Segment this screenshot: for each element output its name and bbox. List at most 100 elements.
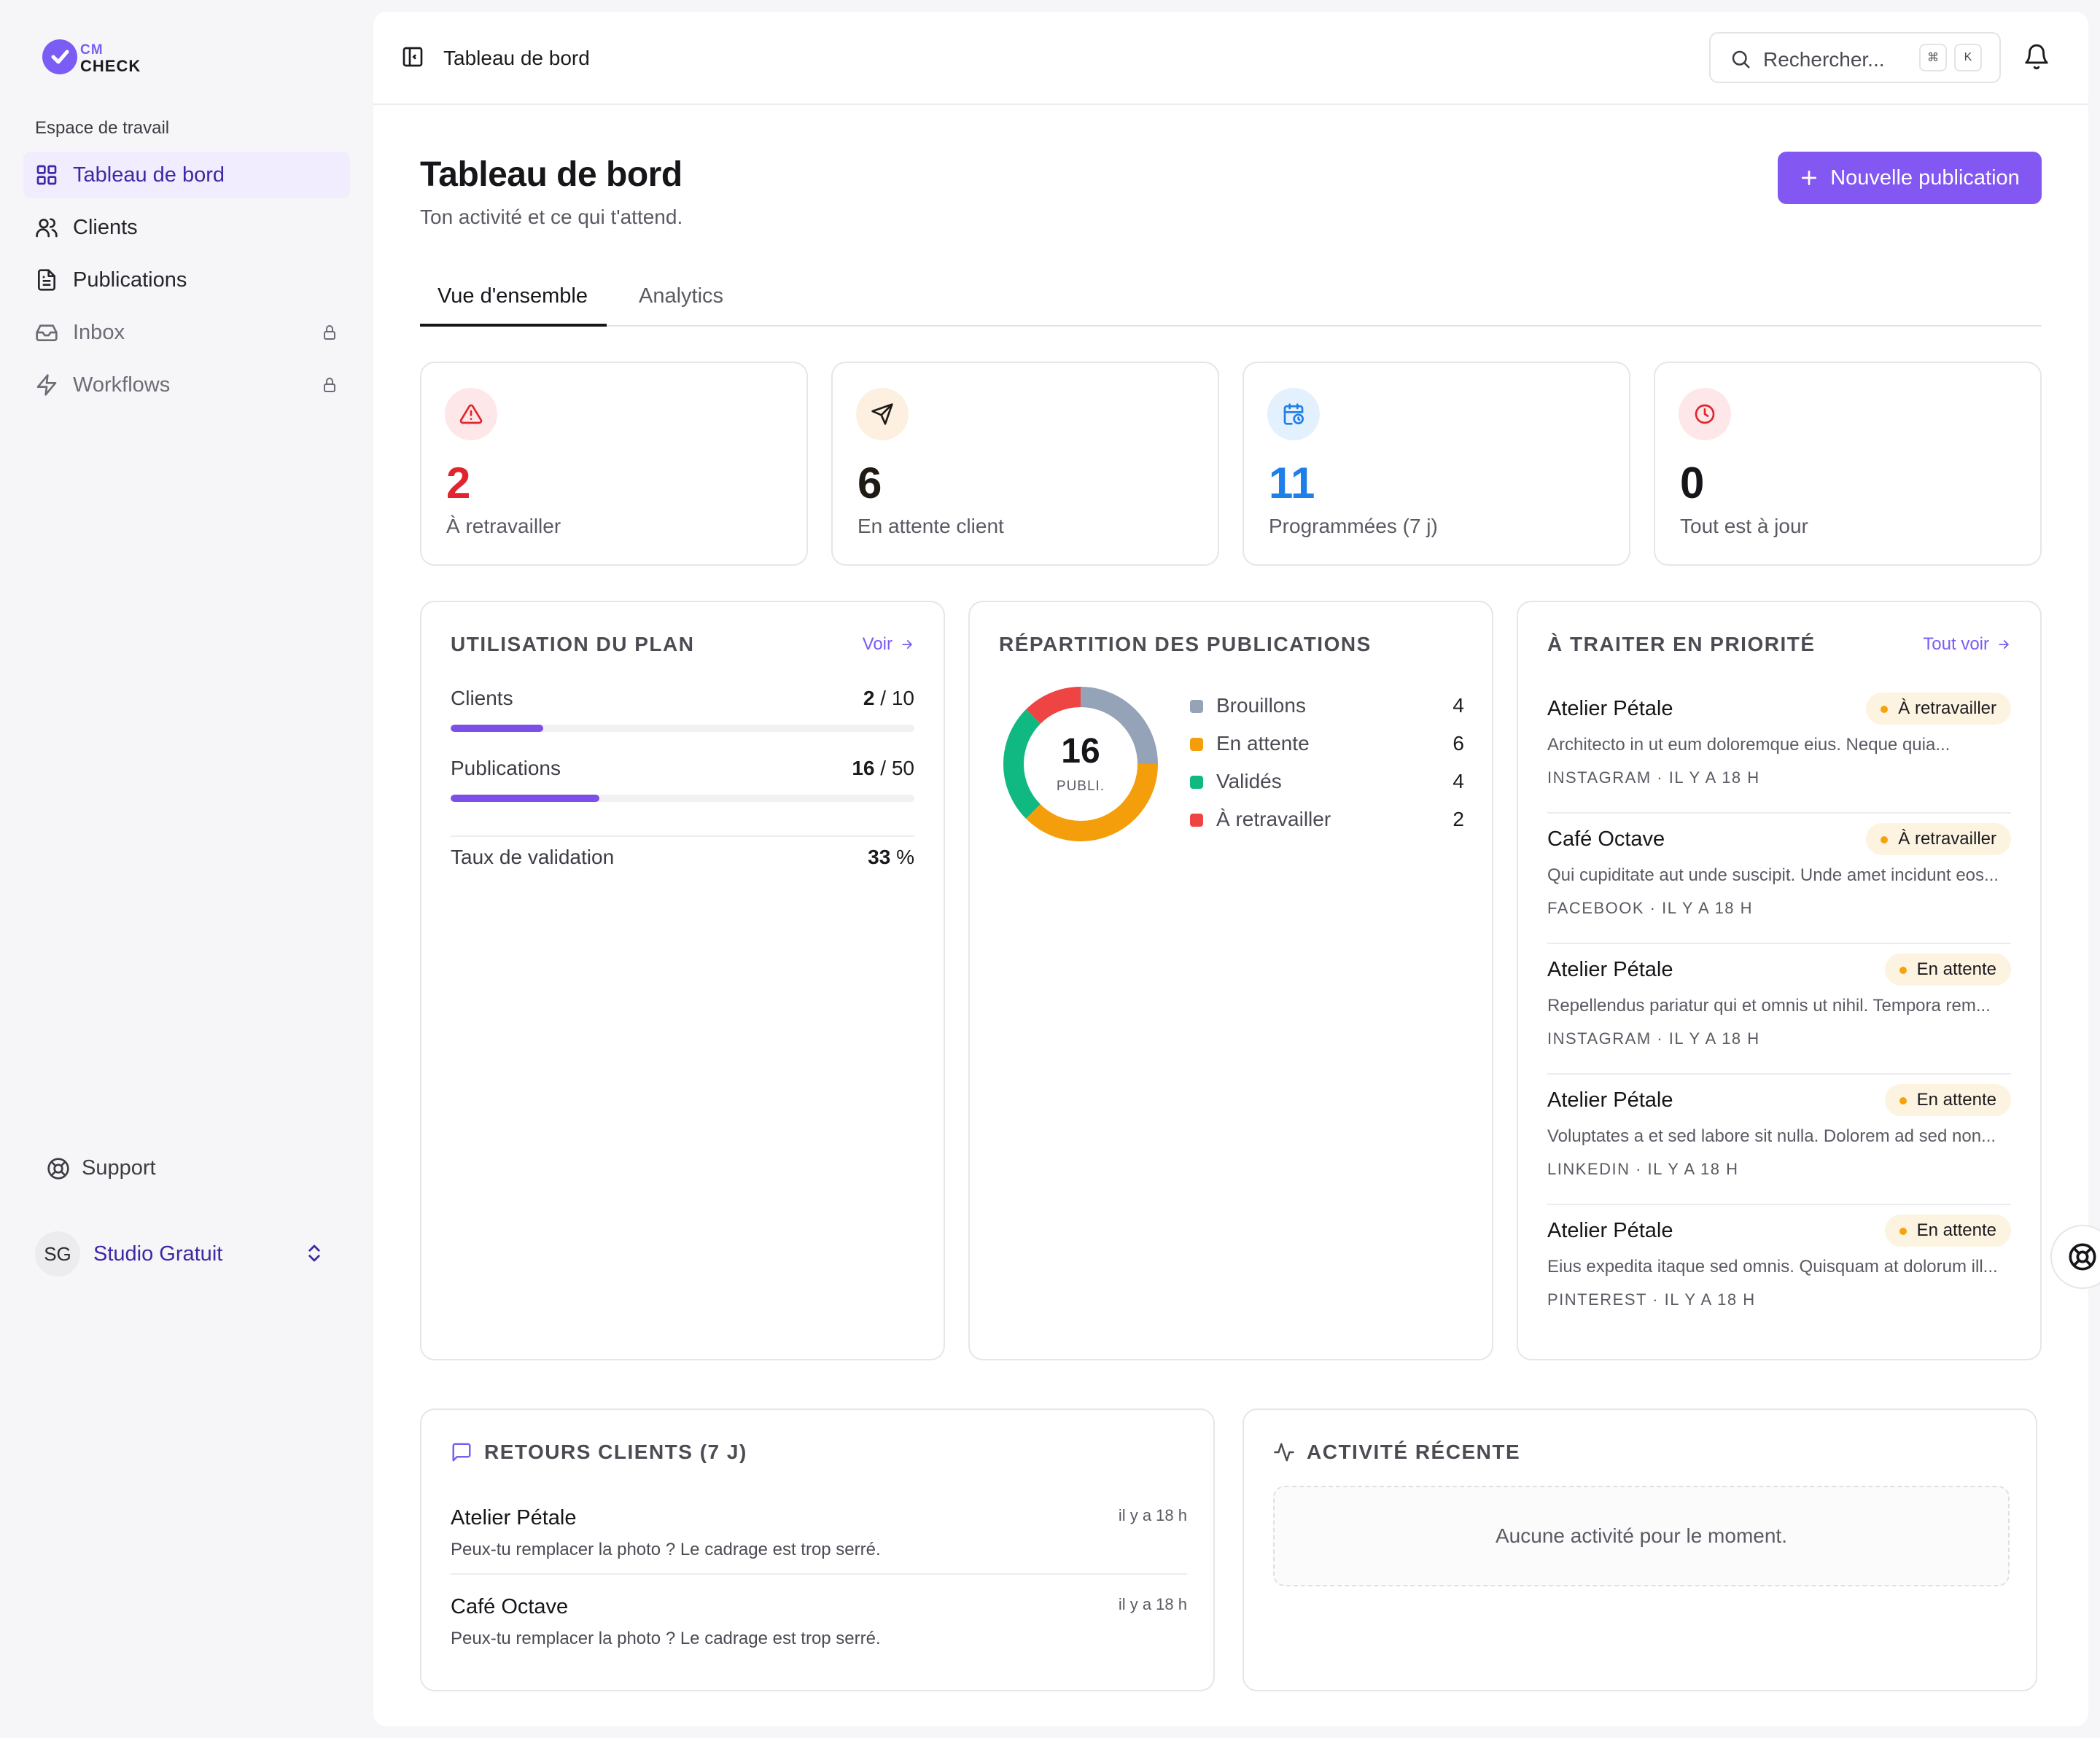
link-label: Tout voir [1923, 634, 1989, 654]
sidebar-item-label: Tableau de bord [73, 163, 225, 187]
priority-description: Eius expedita itaque sed omnis. Quisquam… [1547, 1257, 1998, 1277]
workspace-label: Espace de travail [35, 118, 170, 138]
legend-item: Validés 4 [1190, 768, 1464, 798]
legend-label: Validés [1216, 770, 1282, 792]
feedback-time: il y a 18 h [1118, 1595, 1187, 1613]
brand-top: CM [80, 42, 104, 58]
priority-panel: À TRAITER EN PRIORITÉ Tout voir Atelier … [1517, 601, 2042, 1360]
support-label: Support [82, 1156, 156, 1180]
arrow-right-icon [1989, 637, 2011, 652]
client-feedback-panel: RETOURS CLIENTS (7 J) Atelier Pétale il … [420, 1408, 1215, 1691]
priority-item[interactable]: Atelier Pétale En attente Repellendus pari… [1547, 945, 2011, 1075]
usage-value: 2 / 10 [863, 687, 914, 709]
inbox-icon [35, 321, 58, 344]
sidebar-item-clients[interactable]: Clients [23, 204, 350, 251]
sidebar-item-workflows[interactable]: Workflows [23, 362, 350, 408]
priority-item[interactable]: Café Octave À retravailler Qui cupiditate … [1547, 814, 2011, 944]
priority-item[interactable]: Atelier Pétale En attente Voluptates a et … [1547, 1075, 2011, 1205]
stat-value: 6 [858, 459, 882, 507]
panel-title: ACTIVITÉ RÉCENTE [1273, 1441, 1520, 1464]
search-placeholder: Rechercher... [1763, 48, 1885, 71]
feedback-client: Atelier Pétale [451, 1506, 577, 1529]
donut-total-label: PUBLI. [1057, 779, 1105, 794]
topbar: Tableau de bord Rechercher... ⌘ K [373, 12, 2088, 105]
priority-meta: PINTEREST · IL Y A 18 H [1547, 1290, 1756, 1309]
document-icon [35, 268, 58, 292]
validation-rate-row: Taux de validation 33 % [451, 846, 914, 869]
tab-analytics[interactable]: Analytics [639, 284, 724, 308]
link-label: Voir [862, 634, 892, 654]
priority-description: Repellendus pariatur qui et omnis ut nih… [1547, 996, 1991, 1016]
sidebar-toggle-icon[interactable] [401, 45, 424, 69]
feedback-item[interactable]: Café Octave il y a 18 h Peux-tu remplace… [451, 1588, 1187, 1677]
arrow-right-icon [892, 637, 914, 652]
usage-bar-fill [451, 795, 599, 802]
stat-card-scheduled[interactable]: 11 Programmées (7 j) [1242, 362, 1630, 566]
usage-label: Clients [451, 687, 513, 709]
empty-state: Aucune activité pour le moment. [1273, 1486, 2010, 1586]
new-publication-button[interactable]: Nouvelle publication [1778, 152, 2042, 204]
priority-client: Café Octave [1547, 827, 1665, 851]
activity-icon [1273, 1441, 1307, 1463]
help-button[interactable] [2050, 1225, 2100, 1289]
usage-bar-clients [451, 725, 914, 732]
stat-card-rework[interactable]: 2 À retravailler [420, 362, 808, 566]
legend-swatch [1190, 814, 1203, 827]
stat-label: Tout est à jour [1680, 515, 1808, 537]
legend-value: 6 [1452, 732, 1464, 755]
stat-card-waiting[interactable]: 6 En attente client [831, 362, 1219, 566]
priority-client: Atelier Pétale [1547, 1219, 1673, 1242]
donut-segment-1 [1026, 763, 1158, 841]
divider [1547, 812, 2011, 814]
alert-triangle-icon [445, 388, 497, 440]
sidebar-item-inbox[interactable]: Inbox [23, 309, 350, 356]
priority-item[interactable]: Atelier Pétale À retravailler Architecto i… [1547, 684, 2011, 814]
brand-logo[interactable]: CM CHECK [42, 39, 144, 76]
check-logo-icon [42, 39, 77, 74]
donut-segment-2 [1003, 709, 1041, 819]
tab-overview[interactable]: Vue d'ensemble [438, 284, 588, 308]
stat-card-uptodate[interactable]: 0 Tout est à jour [1654, 362, 2042, 566]
support-link[interactable]: Support [47, 1156, 156, 1180]
usage-label: Publications [451, 757, 561, 779]
divider [451, 1573, 1187, 1575]
plan-view-link[interactable]: Voir [863, 634, 914, 655]
page-title: Tableau de bord [420, 155, 682, 194]
priority-item[interactable]: Atelier Pétale En attente Eius expedita it… [1547, 1206, 2011, 1336]
main-panel: Tableau de bord Rechercher... ⌘ K Tablea… [373, 12, 2088, 1726]
priority-meta: INSTAGRAM · IL Y A 18 H [1547, 768, 1760, 787]
feedback-text: Peux-tu remplacer la photo ? Le cadrage … [451, 1629, 881, 1648]
search-input[interactable]: Rechercher... ⌘ K [1709, 32, 2001, 83]
priority-description: Qui cupiditate aut unde suscipit. Unde a… [1547, 865, 1999, 885]
stat-label: À retravailler [446, 515, 561, 537]
sidebar: CM CHECK Espace de travail Tableau de bo… [0, 0, 373, 1738]
account-switcher[interactable]: SG Studio Gratuit [35, 1231, 341, 1277]
legend-item: En attente 6 [1190, 730, 1464, 760]
donut-segment-0 [1080, 687, 1158, 765]
stat-value: 2 [446, 459, 471, 507]
sidebar-item-label: Inbox [73, 320, 125, 344]
feedback-item[interactable]: Atelier Pétale il y a 18 h Peux-tu rempl… [451, 1499, 1187, 1588]
legend-swatch [1190, 738, 1203, 751]
panel-title: RETOURS CLIENTS (7 J) [451, 1441, 747, 1464]
legend-label: En attente [1216, 732, 1310, 755]
priority-view-all-link[interactable]: Tout voir [1923, 634, 2011, 655]
bell-icon[interactable] [2023, 42, 2050, 71]
priority-client: Atelier Pétale [1547, 697, 1673, 720]
feedback-time: il y a 18 h [1118, 1506, 1187, 1524]
brand-bottom: CHECK [80, 57, 141, 75]
legend-label: Brouillons [1216, 694, 1306, 717]
usage-bar-publications [451, 795, 914, 802]
sidebar-item-publications[interactable]: Publications [23, 257, 350, 303]
usage-row-publications: Publications 16 / 50 [451, 757, 914, 780]
usage-value: 16 / 50 [852, 757, 914, 779]
legend-value: 4 [1452, 770, 1464, 792]
kbd-cmd: ⌘ [1919, 44, 1947, 71]
status-badge: À retravailler [1866, 823, 2011, 855]
lock-icon [321, 324, 338, 341]
priority-meta: LINKEDIN · IL Y A 18 H [1547, 1160, 1739, 1178]
divider [1547, 1204, 2011, 1205]
sidebar-item-dashboard[interactable]: Tableau de bord [23, 152, 350, 198]
legend-value: 4 [1452, 694, 1464, 717]
stat-label: Programmées (7 j) [1269, 515, 1438, 537]
